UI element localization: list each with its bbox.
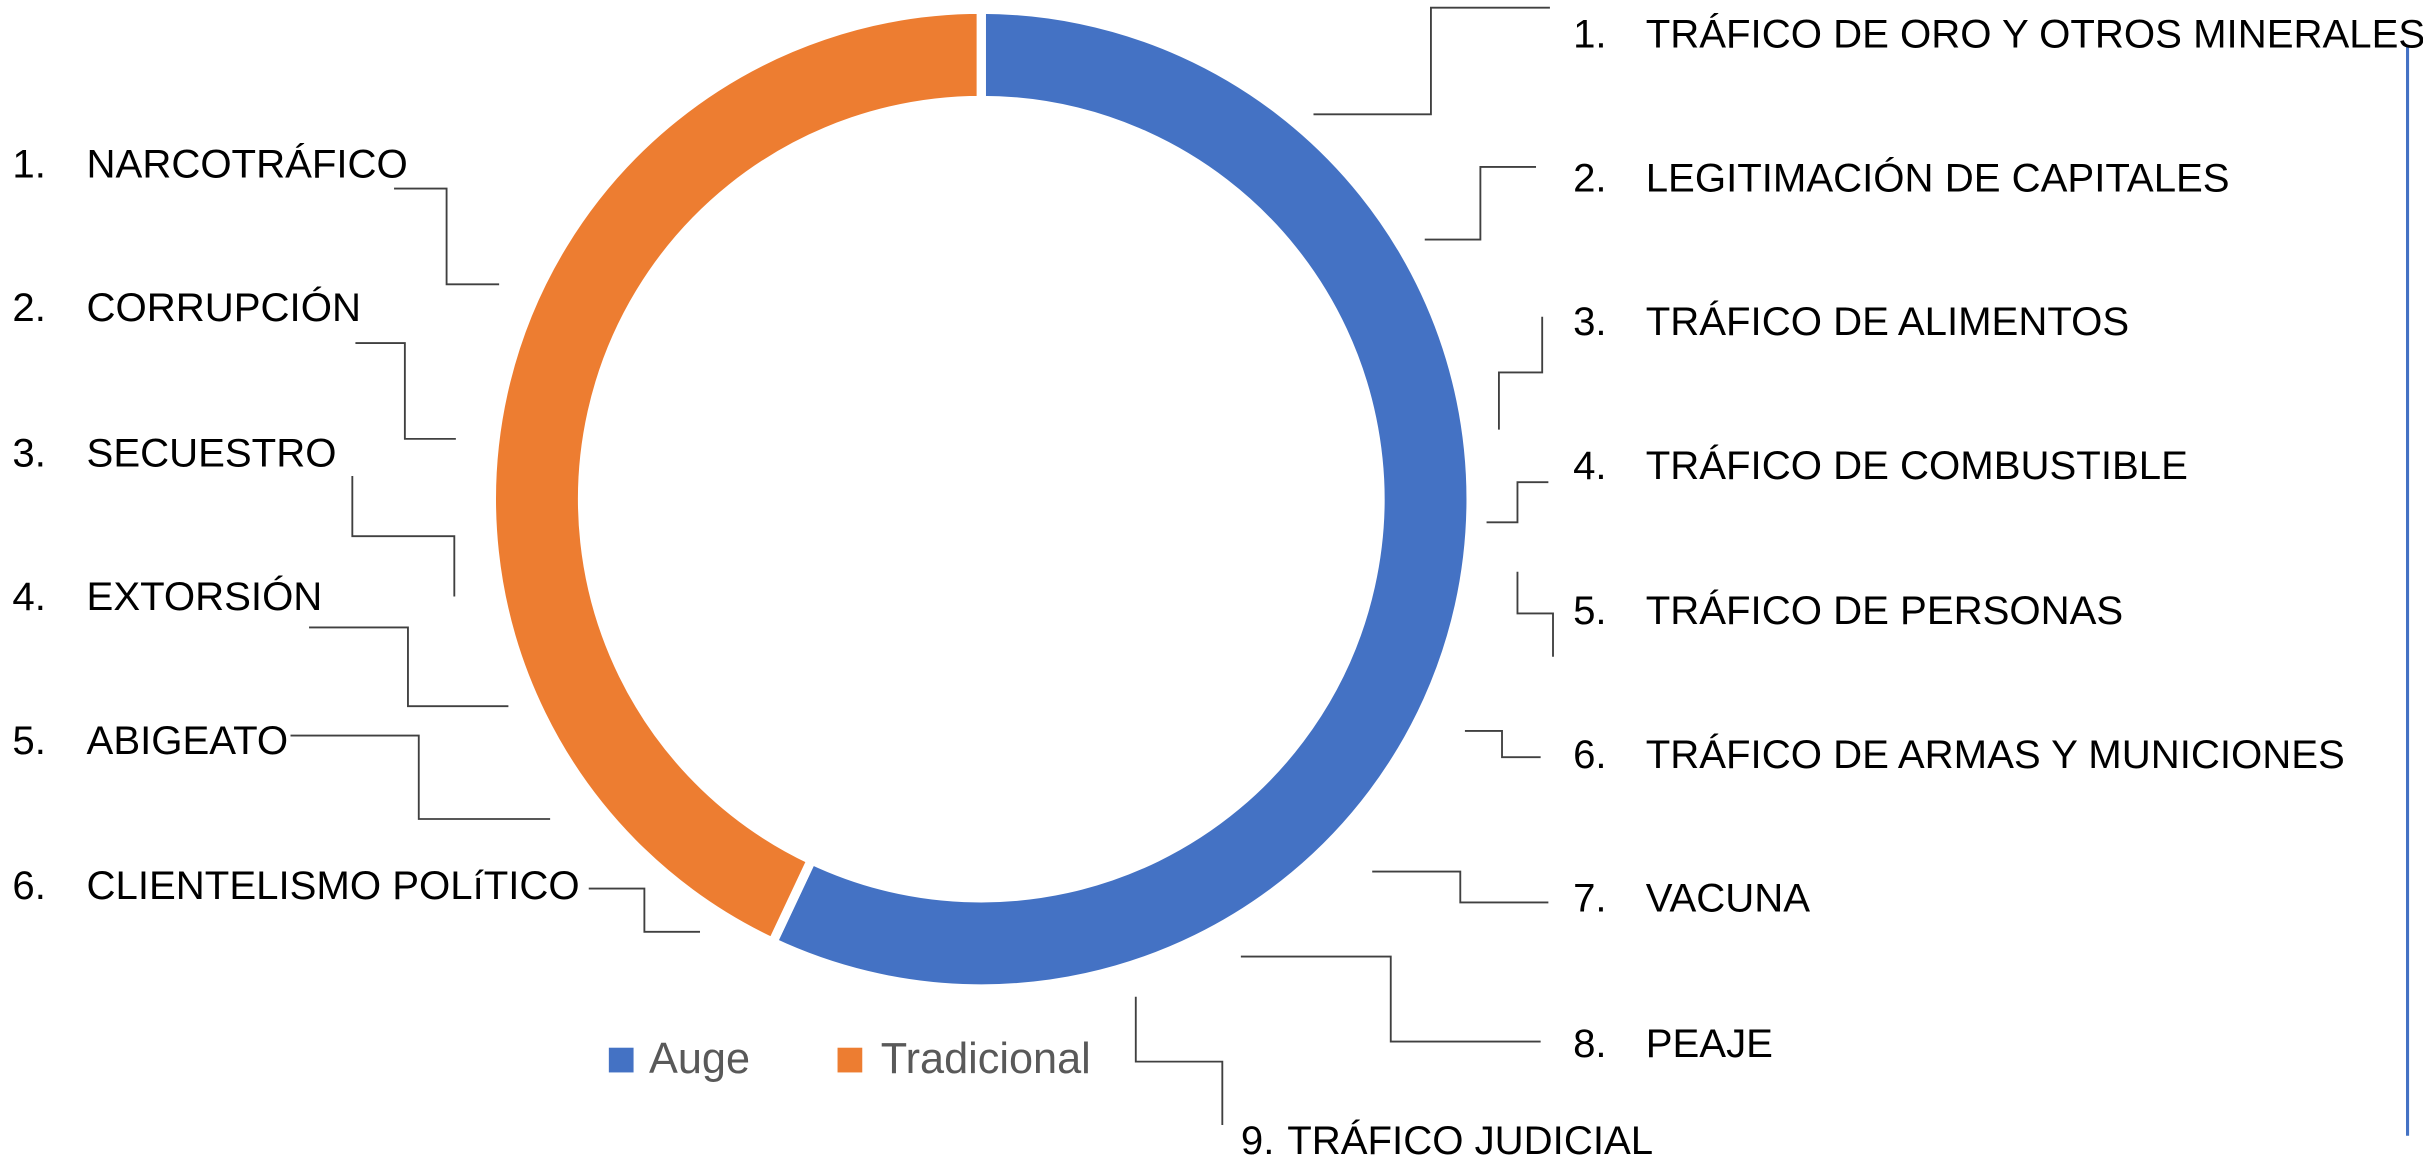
annotation-text: ABIGEATO [87, 718, 289, 763]
annotation-text: CORRUPCIÓN [87, 285, 361, 330]
annotation-number: 9. [1241, 1118, 1274, 1163]
annotation-text: TRÁFICO JUDICIAL [1287, 1118, 1653, 1163]
leader-line [1516, 571, 1554, 657]
leader-line [290, 734, 551, 820]
annotation-text: VACUNA [1646, 876, 1811, 921]
leader-line [1424, 165, 1537, 241]
annotation-text: EXTORSIÓN [87, 574, 323, 619]
annotation-number: 5. [1573, 588, 1607, 633]
legend-swatch [608, 1047, 634, 1073]
annotation-text: TRÁFICO DE PERSONAS [1646, 588, 2123, 633]
leader-line [394, 187, 500, 286]
annotation-text: CLIENTELISMO POLíTICO [87, 863, 580, 908]
donut-segment [486, 4, 986, 949]
annotation-number: 3. [12, 430, 46, 475]
annotation-text: TRÁFICO DE ALIMENTOS [1646, 299, 2129, 344]
annotation-number: 2. [12, 285, 46, 330]
leader-line [355, 342, 456, 440]
leader-line [588, 887, 701, 933]
annotation-number: 1. [12, 142, 46, 187]
annotation-number: 6. [1573, 732, 1607, 777]
leader-line [1134, 996, 1224, 1125]
donut-segment [766, 4, 1476, 994]
leader-line [309, 626, 509, 708]
annotation-number: 7. [1573, 876, 1607, 921]
annotation-number: 8. [1573, 1021, 1607, 1066]
leader-line [1497, 316, 1544, 430]
leader-line [1464, 730, 1541, 759]
annotation-text: SECUESTRO [87, 430, 337, 475]
annotation-number: 1. [1573, 12, 1607, 57]
annotation-text: PEAJE [1646, 1021, 1773, 1066]
annotation-text: TRÁFICO DE ARMAS Y MUNICIONES [1646, 732, 2345, 777]
leader-line [1313, 6, 1550, 116]
legend-swatch [837, 1047, 863, 1073]
leader-line [1372, 870, 1549, 904]
legend-label: Auge [649, 1035, 750, 1083]
leader-line [1486, 481, 1549, 524]
leader-line [351, 475, 456, 597]
annotation-number: 2. [1573, 155, 1607, 200]
leader-line [1240, 955, 1541, 1043]
annotation-number: 4. [12, 574, 46, 619]
annotation-text: LEGITIMACIÓN DE CAPITALES [1646, 155, 2230, 200]
annotation-number: 5. [12, 718, 46, 763]
annotation-number: 3. [1573, 299, 1607, 344]
annotation-number: 4. [1573, 443, 1607, 488]
annotation-text: TRÁFICO DE COMBUSTIBLE [1646, 443, 2188, 488]
annotation-text: TRÁFICO DE ORO Y OTROS MINERALES [1646, 12, 2423, 57]
annotation-text: NARCOTRÁFICO [87, 142, 408, 187]
legend-label: Tradicional [881, 1035, 1091, 1083]
annotation-number: 6. [12, 863, 46, 908]
